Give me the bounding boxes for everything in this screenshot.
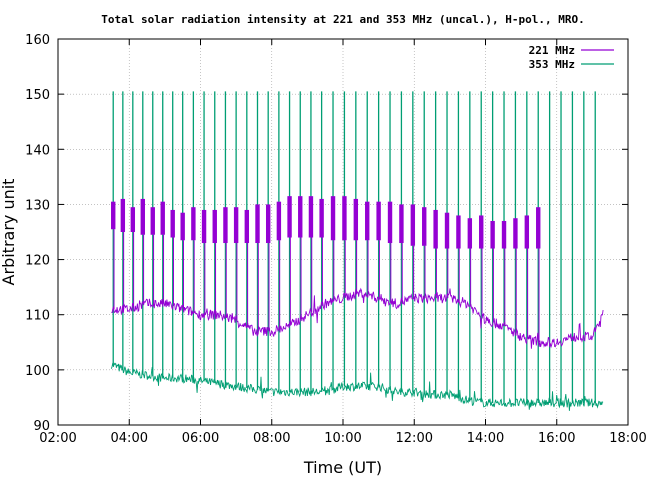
series-221-spike-band xyxy=(330,196,336,241)
series-221-spike-band xyxy=(223,207,228,244)
series-221-spike-band xyxy=(265,204,271,244)
chart-title: Total solar radiation intensity at 221 a… xyxy=(101,13,584,26)
series-221-spike-band xyxy=(191,207,196,241)
x-tick-label: 18:00 xyxy=(609,431,646,446)
y-tick-label: 120 xyxy=(25,254,50,269)
series-221-spike-band xyxy=(342,196,347,241)
series-221-baseline xyxy=(111,287,604,349)
series-221-spike-band xyxy=(353,198,359,241)
series-221-spike-band xyxy=(479,215,484,249)
x-tick-label: 08:00 xyxy=(253,431,290,446)
series-221-spike-band xyxy=(524,215,530,249)
series-221-spike-band xyxy=(298,196,303,238)
series-221-spike-band xyxy=(130,207,136,232)
series-221-spike-band xyxy=(536,207,541,249)
x-axis-label: Time (UT) xyxy=(303,458,382,477)
series-221-spike-band xyxy=(513,218,518,249)
series-221-spike-band xyxy=(276,201,282,241)
series-221-spike-band xyxy=(387,201,393,244)
series-221-spike-band xyxy=(467,218,473,249)
x-tick-label: 10:00 xyxy=(324,431,361,446)
y-tick-label: 130 xyxy=(25,198,50,213)
legend-label-353: 353 MHz xyxy=(529,58,575,71)
x-tick-label: 14:00 xyxy=(467,431,504,446)
series-221-spike-band xyxy=(399,204,404,244)
x-tick-label: 02:00 xyxy=(39,431,76,446)
series-221-spike-band xyxy=(319,198,324,238)
x-tick-label: 06:00 xyxy=(182,431,219,446)
series-221-spike-band xyxy=(111,201,116,230)
y-tick-label: 160 xyxy=(25,33,50,48)
series-221-spike-band xyxy=(244,209,250,244)
series-221-spike-band xyxy=(444,212,450,249)
x-tick-label: 12:00 xyxy=(396,431,433,446)
x-tick-label: 04:00 xyxy=(111,431,148,446)
series-353-baseline xyxy=(110,362,604,411)
series-221-spike-band xyxy=(422,207,427,246)
series-221-spike-band xyxy=(376,201,381,241)
y-tick-label: 100 xyxy=(25,364,50,379)
series-221-spike-band xyxy=(160,201,165,235)
series-221-spike-band xyxy=(410,204,416,246)
axis-ticks: 02:00 04:00 06:00 08:00 10:00 12:00 14:00 16:00… xyxy=(25,33,647,446)
series-353-mhz xyxy=(110,91,604,411)
series-221-spike-band xyxy=(120,198,126,232)
series-221-spike-band xyxy=(490,220,495,249)
y-tick-label: 90 xyxy=(33,419,50,434)
series-221-spike-band xyxy=(501,220,507,249)
series-221-mhz xyxy=(111,196,604,349)
series-221-spike-band xyxy=(287,196,292,238)
y-tick-label: 150 xyxy=(25,88,50,103)
series-221-spike-band xyxy=(150,207,155,235)
series-221-spike-band xyxy=(212,209,217,244)
series-221-spike-band xyxy=(170,209,175,238)
y-tick-label: 140 xyxy=(25,143,50,158)
series-221-spike-band xyxy=(308,196,314,238)
series-221-spike-band xyxy=(456,215,461,249)
x-tick-label: 16:00 xyxy=(538,431,575,446)
series-221-spike-band xyxy=(365,201,370,241)
series-221-spike-band xyxy=(233,207,239,244)
series-221-spike-band xyxy=(255,204,260,244)
series-221-spike-band xyxy=(140,198,145,235)
y-axis-label: Arbitrary unit xyxy=(0,179,18,286)
series-221-spike-band xyxy=(180,212,185,241)
series-221-spike-band xyxy=(433,209,438,249)
legend-label-221: 221 MHz xyxy=(529,44,575,57)
y-tick-label: 110 xyxy=(25,309,50,324)
series-221-spike-band xyxy=(201,209,207,244)
legend: 221 MHz 353 MHz xyxy=(529,44,614,71)
